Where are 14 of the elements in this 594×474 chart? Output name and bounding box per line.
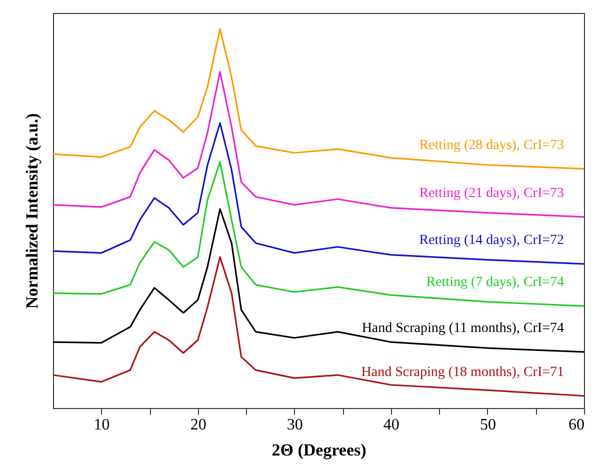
series-label: Retting (28 days), CrI=73 — [419, 138, 564, 153]
series-label: Hand Scraping (18 months), CrI=71 — [361, 364, 564, 380]
x-tick-label: 20 — [190, 416, 206, 434]
x-tick-label: 50 — [480, 416, 496, 434]
y-axis-title: Normalized Intensity (a.u.) — [22, 113, 42, 309]
series-label: Retting (7 days), CrI=74 — [426, 275, 564, 290]
series-label: Retting (14 days), CrI=72 — [419, 232, 564, 248]
series-label: Hand Scraping (11 months), CrI=74 — [362, 320, 564, 336]
x-tick-label: 10 — [94, 416, 110, 434]
x-tick-label: 40 — [383, 416, 400, 434]
x-axis-title: 2Θ (Degrees) — [272, 440, 366, 460]
series-label: Retting (21 days), CrI=73 — [419, 186, 564, 201]
x-tick-label: 30 — [286, 416, 303, 434]
x-tick-label: 60 — [568, 416, 584, 434]
